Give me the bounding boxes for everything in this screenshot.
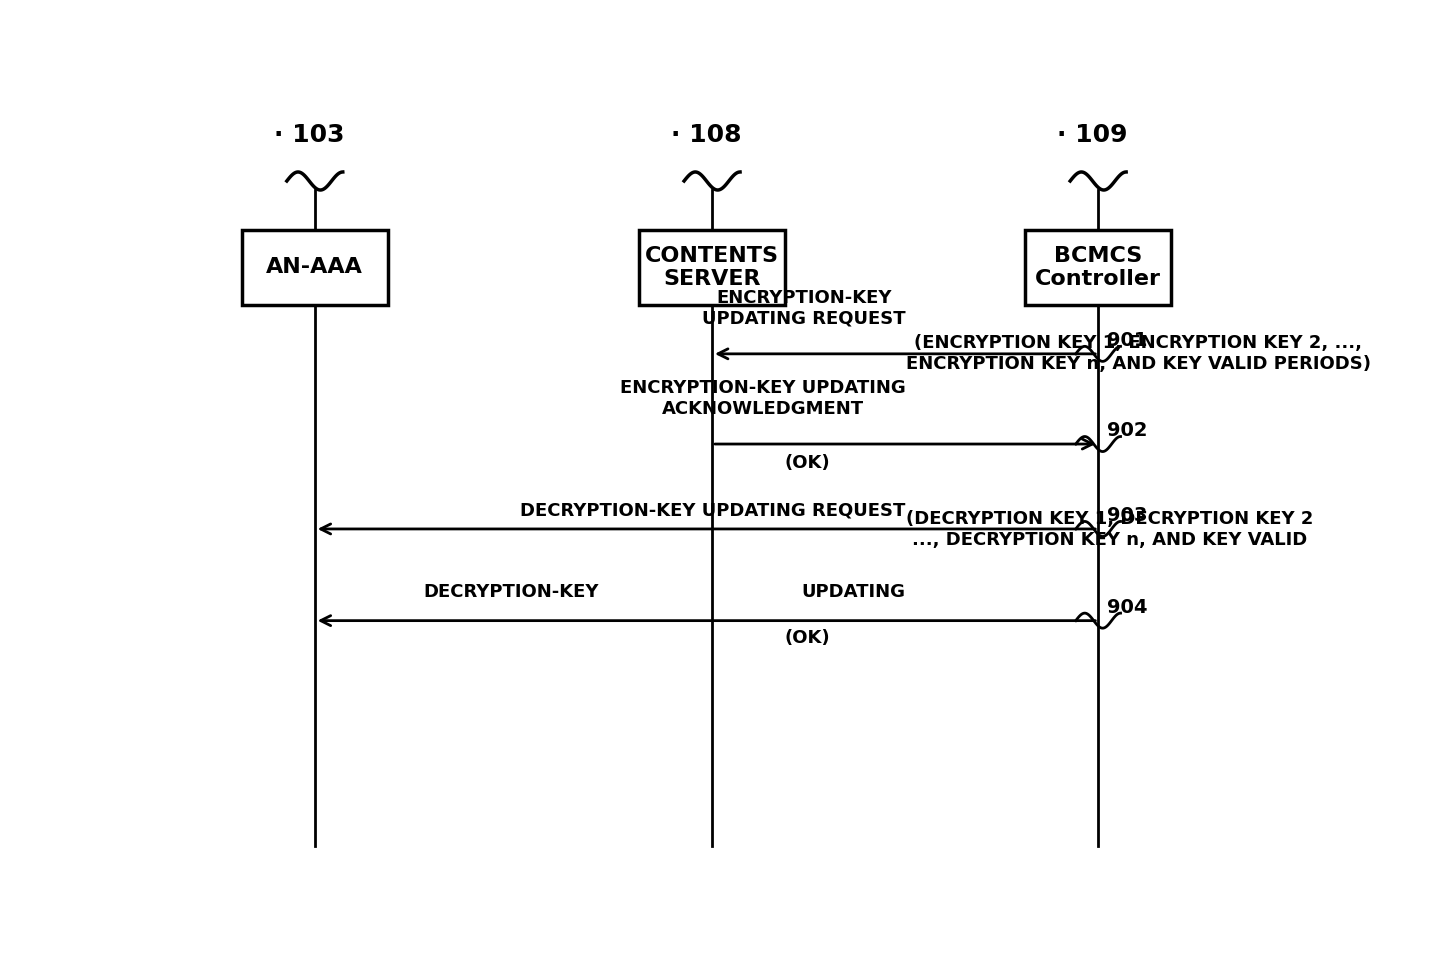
Text: AN-AAA: AN-AAA bbox=[266, 258, 364, 277]
Text: (DECRYPTION KEY 1, DECRYPTION KEY 2
..., DECRYPTION KEY n, AND KEY VALID: (DECRYPTION KEY 1, DECRYPTION KEY 2 ...,… bbox=[905, 510, 1313, 549]
FancyBboxPatch shape bbox=[1025, 230, 1171, 305]
Text: DECRYPTION-KEY UPDATING REQUEST: DECRYPTION-KEY UPDATING REQUEST bbox=[520, 502, 905, 520]
Text: · 103: · 103 bbox=[274, 123, 345, 147]
FancyBboxPatch shape bbox=[640, 230, 786, 305]
Text: · 108: · 108 bbox=[671, 123, 742, 147]
Text: UPDATING: UPDATING bbox=[801, 583, 905, 601]
Text: (OK): (OK) bbox=[784, 629, 830, 647]
Text: CONTENTS
SERVER: CONTENTS SERVER bbox=[645, 246, 780, 289]
Text: · 109: · 109 bbox=[1057, 123, 1128, 147]
Text: DECRYPTION-KEY: DECRYPTION-KEY bbox=[423, 583, 598, 601]
Text: 904: 904 bbox=[1108, 598, 1148, 617]
Text: 903: 903 bbox=[1108, 507, 1148, 525]
Text: 902: 902 bbox=[1108, 422, 1148, 440]
Text: ENCRYPTION-KEY
UPDATING REQUEST: ENCRYPTION-KEY UPDATING REQUEST bbox=[702, 289, 905, 328]
FancyBboxPatch shape bbox=[243, 230, 387, 305]
Text: ENCRYPTION-KEY UPDATING
ACKNOWLEDGMENT: ENCRYPTION-KEY UPDATING ACKNOWLEDGMENT bbox=[619, 379, 905, 418]
Text: (ENCRYPTION KEY 1, ENCRYPTION KEY 2, ...,
ENCRYPTION KEY n, AND KEY VALID PERIOD: (ENCRYPTION KEY 1, ENCRYPTION KEY 2, ...… bbox=[905, 334, 1370, 373]
Text: BCMCS
Controller: BCMCS Controller bbox=[1035, 246, 1161, 289]
Text: 901: 901 bbox=[1108, 331, 1148, 350]
Text: (OK): (OK) bbox=[784, 454, 830, 471]
